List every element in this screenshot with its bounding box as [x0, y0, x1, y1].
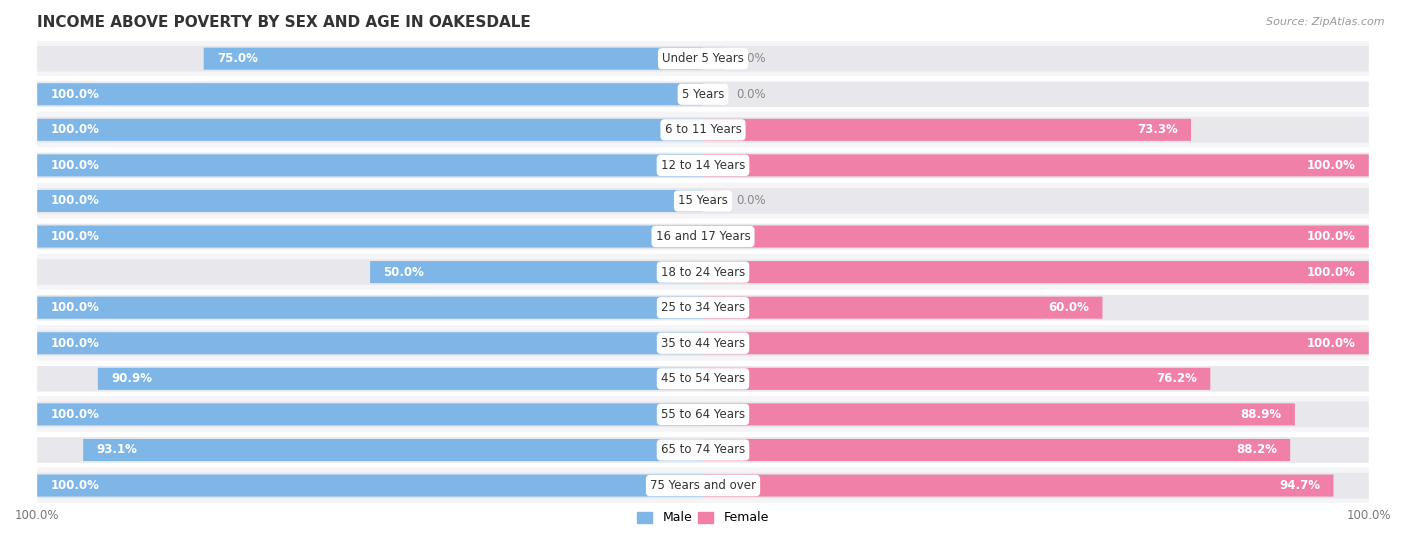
Text: 100.0%: 100.0%	[51, 337, 100, 350]
FancyBboxPatch shape	[370, 261, 703, 283]
Text: 100.0%: 100.0%	[51, 88, 100, 101]
FancyBboxPatch shape	[37, 295, 1369, 320]
Text: 15 Years: 15 Years	[678, 195, 728, 207]
FancyBboxPatch shape	[37, 41, 1369, 77]
FancyBboxPatch shape	[37, 475, 703, 496]
Text: 5 Years: 5 Years	[682, 88, 724, 101]
Text: 100.0%: 100.0%	[51, 124, 100, 136]
FancyBboxPatch shape	[37, 154, 703, 177]
Text: 50.0%: 50.0%	[384, 266, 425, 278]
FancyBboxPatch shape	[37, 112, 1369, 148]
FancyBboxPatch shape	[37, 366, 1369, 392]
Text: 0.0%: 0.0%	[737, 88, 766, 101]
Text: 55 to 64 Years: 55 to 64 Years	[661, 408, 745, 421]
FancyBboxPatch shape	[703, 190, 723, 212]
Text: 100.0%: 100.0%	[1306, 337, 1355, 350]
Text: 25 to 34 Years: 25 to 34 Years	[661, 301, 745, 314]
FancyBboxPatch shape	[37, 325, 1369, 362]
FancyBboxPatch shape	[37, 259, 1369, 285]
FancyBboxPatch shape	[703, 297, 1102, 319]
FancyBboxPatch shape	[37, 153, 1369, 178]
FancyBboxPatch shape	[703, 119, 1191, 141]
FancyBboxPatch shape	[37, 254, 1369, 290]
Text: 12 to 14 Years: 12 to 14 Years	[661, 159, 745, 172]
FancyBboxPatch shape	[703, 475, 1333, 496]
FancyBboxPatch shape	[37, 82, 1369, 107]
FancyBboxPatch shape	[703, 404, 1295, 425]
Text: 18 to 24 Years: 18 to 24 Years	[661, 266, 745, 278]
FancyBboxPatch shape	[37, 432, 1369, 468]
Text: 94.7%: 94.7%	[1279, 479, 1320, 492]
FancyBboxPatch shape	[37, 190, 703, 212]
FancyBboxPatch shape	[703, 261, 1369, 283]
Text: 45 to 54 Years: 45 to 54 Years	[661, 372, 745, 385]
FancyBboxPatch shape	[703, 439, 1291, 461]
Text: 65 to 74 Years: 65 to 74 Years	[661, 443, 745, 457]
FancyBboxPatch shape	[37, 437, 1369, 463]
FancyBboxPatch shape	[37, 219, 1369, 255]
Text: Source: ZipAtlas.com: Source: ZipAtlas.com	[1267, 17, 1385, 27]
FancyBboxPatch shape	[37, 119, 703, 141]
Text: 100.0%: 100.0%	[1306, 159, 1355, 172]
Text: 76.2%: 76.2%	[1156, 372, 1197, 385]
Text: INCOME ABOVE POVERTY BY SEX AND AGE IN OAKESDALE: INCOME ABOVE POVERTY BY SEX AND AGE IN O…	[37, 15, 531, 30]
FancyBboxPatch shape	[703, 225, 1369, 248]
Text: 88.9%: 88.9%	[1240, 408, 1281, 421]
Text: 93.1%: 93.1%	[97, 443, 138, 457]
FancyBboxPatch shape	[37, 290, 1369, 326]
FancyBboxPatch shape	[83, 439, 703, 461]
Text: 6 to 11 Years: 6 to 11 Years	[665, 124, 741, 136]
FancyBboxPatch shape	[37, 330, 1369, 356]
Text: 88.2%: 88.2%	[1236, 443, 1277, 457]
Text: 100.0%: 100.0%	[51, 195, 100, 207]
FancyBboxPatch shape	[37, 147, 1369, 183]
FancyBboxPatch shape	[37, 188, 1369, 214]
Text: 0.0%: 0.0%	[737, 52, 766, 65]
FancyBboxPatch shape	[37, 183, 1369, 219]
FancyBboxPatch shape	[37, 332, 703, 354]
FancyBboxPatch shape	[37, 404, 703, 425]
FancyBboxPatch shape	[37, 467, 1369, 504]
FancyBboxPatch shape	[703, 368, 1211, 390]
Text: 100.0%: 100.0%	[1306, 266, 1355, 278]
FancyBboxPatch shape	[37, 76, 1369, 112]
Text: Under 5 Years: Under 5 Years	[662, 52, 744, 65]
FancyBboxPatch shape	[37, 46, 1369, 72]
Text: 100.0%: 100.0%	[51, 408, 100, 421]
Text: 0.0%: 0.0%	[737, 195, 766, 207]
FancyBboxPatch shape	[703, 332, 1369, 354]
Text: 90.9%: 90.9%	[111, 372, 152, 385]
FancyBboxPatch shape	[37, 225, 703, 248]
Text: 100.0%: 100.0%	[1306, 230, 1355, 243]
Text: 16 and 17 Years: 16 and 17 Years	[655, 230, 751, 243]
Text: 100.0%: 100.0%	[51, 301, 100, 314]
FancyBboxPatch shape	[37, 297, 703, 319]
FancyBboxPatch shape	[37, 401, 1369, 427]
Text: 100.0%: 100.0%	[51, 159, 100, 172]
FancyBboxPatch shape	[37, 361, 1369, 397]
FancyBboxPatch shape	[98, 368, 703, 390]
Text: 73.3%: 73.3%	[1137, 124, 1178, 136]
Legend: Male, Female: Male, Female	[633, 506, 773, 529]
FancyBboxPatch shape	[37, 224, 1369, 249]
FancyBboxPatch shape	[37, 396, 1369, 433]
Text: 75 Years and over: 75 Years and over	[650, 479, 756, 492]
FancyBboxPatch shape	[37, 117, 1369, 143]
Text: 35 to 44 Years: 35 to 44 Years	[661, 337, 745, 350]
Text: 100.0%: 100.0%	[51, 479, 100, 492]
FancyBboxPatch shape	[204, 48, 703, 70]
Text: 60.0%: 60.0%	[1049, 301, 1090, 314]
FancyBboxPatch shape	[703, 154, 1369, 177]
FancyBboxPatch shape	[37, 83, 703, 105]
Text: 75.0%: 75.0%	[217, 52, 257, 65]
FancyBboxPatch shape	[37, 473, 1369, 499]
FancyBboxPatch shape	[703, 83, 723, 105]
FancyBboxPatch shape	[703, 48, 723, 70]
Text: 100.0%: 100.0%	[51, 230, 100, 243]
